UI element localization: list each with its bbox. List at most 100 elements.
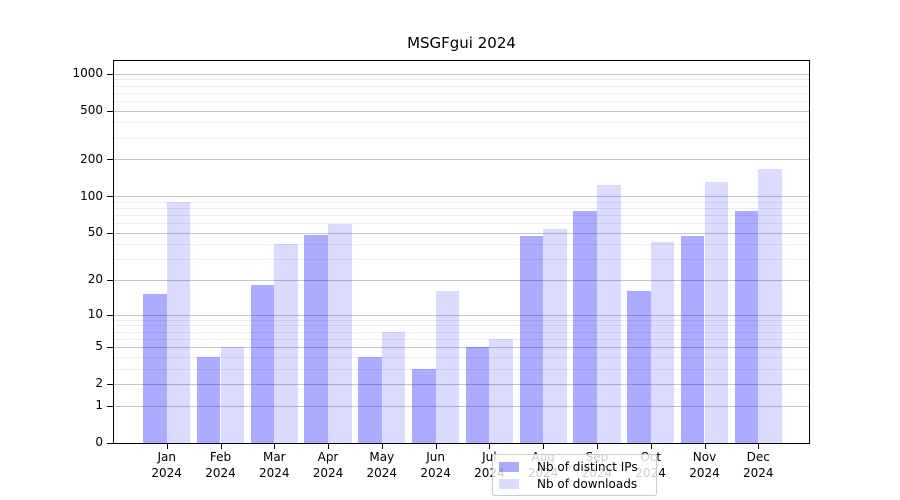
y-axis-tick-mark <box>107 110 113 112</box>
gridline-major <box>114 110 809 112</box>
x-axis-tick-label: Apr 2024 <box>296 450 360 481</box>
bar-distinct-ips-jul <box>465 346 490 443</box>
y-axis-tick-mark <box>107 159 113 161</box>
bar-distinct-ips-oct <box>627 291 651 443</box>
y-axis-tick-label: 10 <box>87 307 103 321</box>
y-axis-tick-mark <box>107 73 113 75</box>
x-axis-tick-mark <box>381 444 383 449</box>
gridline-minor <box>114 214 809 216</box>
y-axis-tick-label: 2 <box>95 376 103 391</box>
y-axis-tick-mark <box>107 279 113 281</box>
x-axis-tick-year: 2024 <box>312 465 344 480</box>
x-axis-tick-mark <box>489 444 491 449</box>
legend-swatch-downloads-icon <box>499 478 519 489</box>
bar-distinct-ips-may <box>358 356 382 443</box>
x-axis-tick-label: May 2024 <box>350 450 414 481</box>
bar-distinct-ips-jan <box>143 294 167 443</box>
y-axis-tick-label: 1000 <box>72 66 103 81</box>
gridline-major <box>114 73 809 75</box>
bar-distinct-ips-sep <box>573 211 597 443</box>
gridline-minor <box>114 201 809 203</box>
x-axis-tick-mark <box>328 444 329 449</box>
x-axis-tick-year: 2024 <box>689 465 720 480</box>
bar-downloads-aug <box>543 228 567 443</box>
gridline-minor <box>114 244 809 246</box>
y-axis-tick-mark <box>107 405 113 407</box>
y-axis-tick-mark <box>107 346 113 348</box>
x-axis-tick-mark <box>543 444 545 449</box>
x-axis-tick-year: 2024 <box>366 465 398 480</box>
x-axis-tick-label: Jan 2024 <box>135 450 199 481</box>
x-axis-tick-year: 2024 <box>259 465 290 480</box>
gridline-major <box>114 405 809 407</box>
legend-item-downloads: Nb of downloads <box>499 475 650 492</box>
x-axis-tick-mark <box>435 444 437 449</box>
y-axis-tick-label: 20 <box>87 272 103 287</box>
bar-distinct-ips-jun <box>411 368 436 443</box>
x-axis-tick-mark <box>596 444 598 449</box>
bar-downloads-sep <box>596 185 621 443</box>
bar-downloads-may <box>381 331 406 443</box>
y-axis-tick-mark <box>107 383 113 385</box>
x-axis-tick-mark <box>274 444 276 449</box>
y-axis-tick-label: 5 <box>95 339 103 354</box>
gridline-major <box>114 346 809 348</box>
gridline-minor <box>114 207 809 209</box>
chart-title: MSGFgui 2024 <box>407 34 516 52</box>
bar-downloads-dec <box>758 168 782 443</box>
x-axis-tick-label: Dec 2024 <box>726 450 790 481</box>
bar-downloads-feb <box>220 346 245 443</box>
x-axis-tick-label: Jun 2024 <box>404 450 468 481</box>
gridline-major <box>114 314 809 316</box>
legend-item-distinct-ips: Nb of distinct IPs <box>499 458 650 475</box>
bar-distinct-ips-apr <box>304 234 328 443</box>
gridline-minor <box>114 122 809 124</box>
gridline-minor <box>114 85 809 87</box>
legend: Nb of distinct IPs Nb of downloads <box>492 454 657 496</box>
gridline-minor <box>114 331 809 333</box>
bar-distinct-ips-aug <box>519 235 544 443</box>
gridline-minor <box>114 223 809 224</box>
gridline-minor <box>114 79 809 81</box>
bar-distinct-ips-feb <box>196 356 221 443</box>
gridline-major <box>114 159 809 161</box>
gridline-minor <box>114 319 809 321</box>
x-axis-tick-mark <box>166 444 168 449</box>
x-axis-tick-mark <box>220 444 222 449</box>
x-axis-tick-mark <box>704 444 706 449</box>
gridline-minor <box>114 338 809 340</box>
gridline-minor <box>114 92 809 94</box>
y-axis-tick-mark <box>107 314 113 316</box>
bar-distinct-ips-mar <box>250 285 275 443</box>
bar-downloads-mar <box>274 244 298 443</box>
bar-downloads-oct <box>650 241 675 443</box>
gridline-minor <box>114 137 809 139</box>
x-axis-tick-label: Feb 2024 <box>189 450 253 481</box>
x-axis-tick-mark <box>758 444 760 449</box>
x-axis-tick-year: 2024 <box>743 465 774 480</box>
legend-label-downloads: Nb of downloads <box>537 476 638 491</box>
legend-swatch-distinct-ips-icon <box>499 461 519 472</box>
bar-downloads-jun <box>435 291 460 443</box>
gridline-minor <box>114 356 809 358</box>
gridline-minor <box>114 100 809 102</box>
x-axis-tick-label: Mar 2024 <box>242 450 306 481</box>
bar-distinct-ips-nov <box>680 235 705 443</box>
legend-label-distinct-ips: Nb of distinct IPs <box>537 459 638 474</box>
y-axis-tick-label: 1 <box>95 398 103 412</box>
bar-downloads-apr <box>328 223 352 443</box>
gridline-major <box>114 279 809 281</box>
y-axis-tick-label: 200 <box>80 151 103 166</box>
x-axis-tick-year: 2024 <box>205 465 236 480</box>
x-axis-tick-mark <box>650 444 652 449</box>
x-axis-tick-year: 2024 <box>420 465 451 480</box>
x-axis-tick-year: 2024 <box>151 465 182 480</box>
y-axis-tick-label: 0 <box>95 435 103 449</box>
gridline-major <box>114 383 809 385</box>
y-axis-tick-mark <box>107 442 113 444</box>
y-axis-tick-label: 100 <box>80 188 103 203</box>
plot-area: Nb of distinct IPs Nb of downloads <box>113 60 810 496</box>
y-axis-tick-label: 500 <box>80 103 103 117</box>
gridline-minor <box>114 259 809 261</box>
